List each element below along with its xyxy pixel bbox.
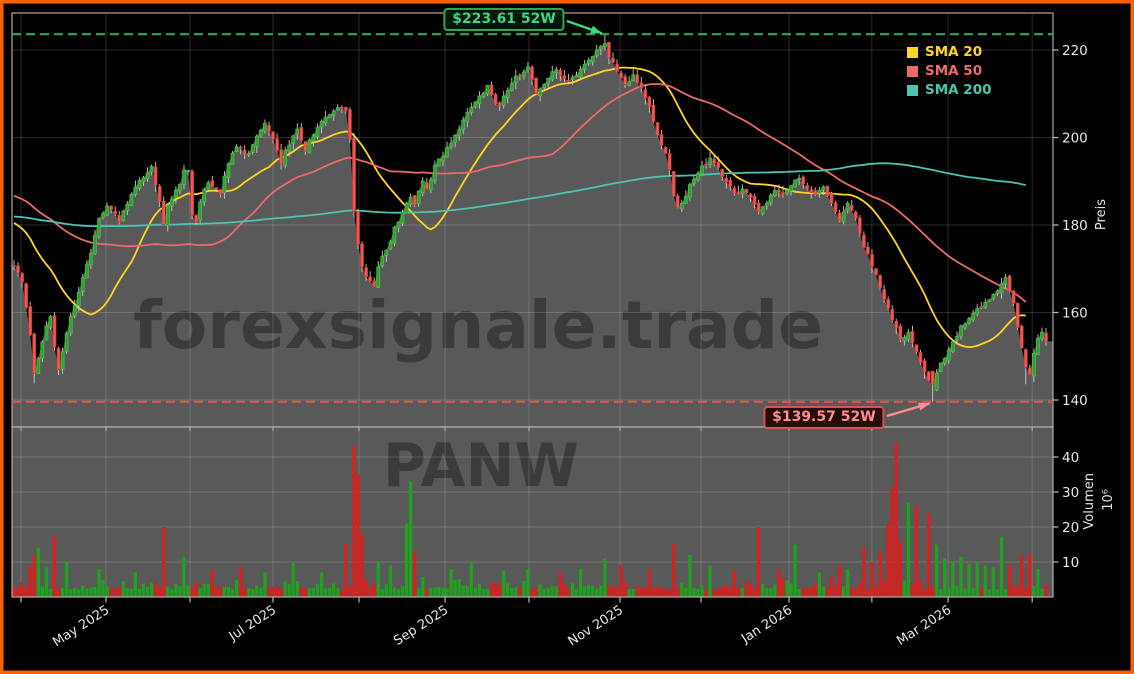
price-tick-label: 200 (1062, 130, 1088, 146)
sma50-swatch-icon (907, 65, 918, 77)
price-tick-label: 220 (1062, 43, 1088, 59)
sma200-swatch-icon (907, 84, 918, 96)
price-tick-label: 180 (1062, 218, 1088, 234)
volume-tick-label: 30 (1062, 485, 1079, 501)
sma50-label: SMA 50 (925, 63, 983, 79)
volume-tick-label: 20 (1062, 520, 1079, 536)
sma-line-50 (13, 83, 1027, 303)
volume-bars (12, 443, 1048, 598)
legend-item-sma50: SMA 50 (907, 63, 992, 79)
price-axis-title: Preis (1094, 199, 1109, 231)
sma-lines (13, 66, 1027, 349)
high-52w-annotation: $223.61 52W (443, 8, 565, 31)
sma200-label: SMA 200 (925, 82, 992, 98)
price-tick-label: 160 (1062, 305, 1088, 321)
sma20-swatch-icon (907, 46, 918, 58)
legend-item-sma20: SMA 20 (907, 44, 992, 60)
watermark-site: forexsignale.trade (133, 287, 823, 364)
volume-tick-label: 40 (1062, 450, 1079, 466)
volume-axis-unit: 10⁶ (1101, 489, 1116, 511)
sma-line-20 (13, 66, 1026, 349)
gridlines (12, 13, 1053, 597)
watermark-symbol: PANW (383, 431, 579, 501)
annotation-lines (12, 19, 1053, 418)
price-tick-label: 140 (1062, 393, 1088, 409)
volume-tick-label: 10 (1062, 555, 1079, 571)
sma-line-200 (13, 162, 1026, 228)
sma20-label: SMA 20 (925, 44, 983, 60)
candles (12, 34, 1048, 402)
sma-legend: SMA 20 SMA 50 SMA 200 (907, 44, 992, 98)
legend-item-sma200: SMA 200 (907, 82, 992, 98)
low-52w-annotation: $139.57 52W (763, 406, 885, 429)
volume-axis-title: Volumen (1082, 473, 1097, 530)
